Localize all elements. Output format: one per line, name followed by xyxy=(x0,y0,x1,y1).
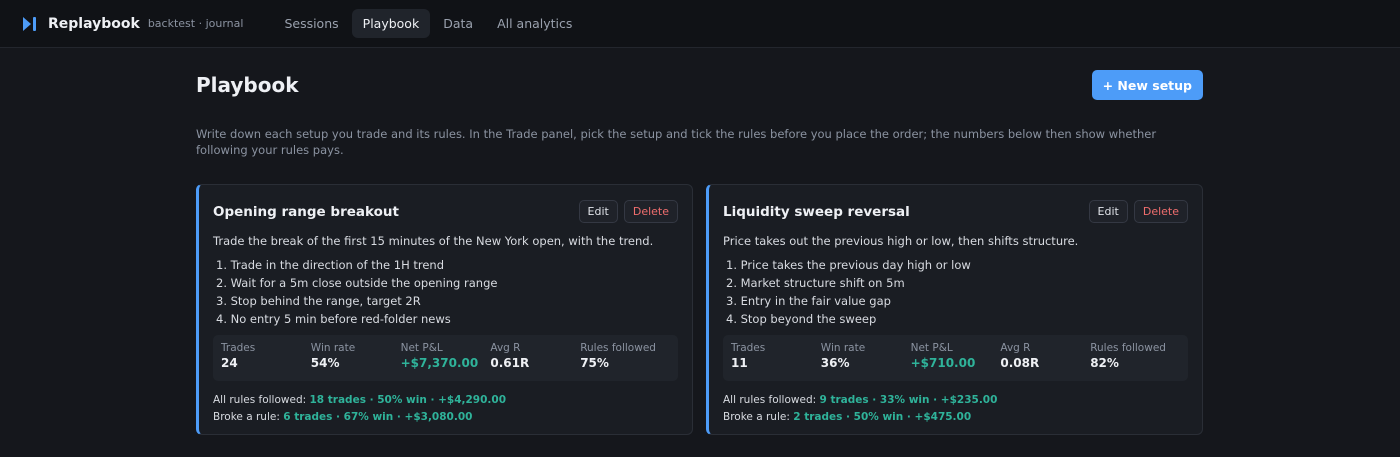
stat-avg-r: Avg R 0.08R xyxy=(1000,342,1090,381)
summary-value: 18 trades · 50% win · +$4,290.00 xyxy=(309,394,507,406)
app-subtitle: backtest · journal xyxy=(147,17,244,30)
stat-net-pnl: Net P&L +$710.00 xyxy=(911,342,1001,381)
broke-rule-summary: Broke a rule: 6 trades · 67% win · +$3,0… xyxy=(213,409,678,426)
app-name: Replaybook xyxy=(48,15,140,32)
stat-label: Trades xyxy=(731,342,766,354)
stat-label: Rules followed xyxy=(580,342,656,354)
setup-cards: Opening range breakout Edit Delete Trade… xyxy=(196,184,1204,435)
summary-label: All rules followed: xyxy=(213,394,307,406)
stat-value: 75% xyxy=(580,356,609,370)
new-setup-button[interactable]: + New setup xyxy=(1091,70,1203,100)
stats-panel: Trades 11 Win rate 36% Net P&L +$710.00 … xyxy=(723,335,1188,381)
brand[interactable]: Replaybook backtest · journal xyxy=(22,16,243,32)
setup-description: Trade the break of the first 15 minutes … xyxy=(213,234,654,248)
stat-label: Net P&L xyxy=(910,342,953,354)
card-actions: Edit Delete xyxy=(578,200,678,223)
nav-sessions[interactable]: Sessions xyxy=(284,16,339,31)
stat-value: 0.61R xyxy=(490,356,530,370)
stat-win-rate: Win rate 36% xyxy=(821,342,911,381)
stat-trades: Trades 11 xyxy=(731,342,821,381)
rule-item: 4. Stop beyond the sweep xyxy=(726,312,877,326)
main-nav: Sessions Playbook Data All analytics xyxy=(273,9,585,38)
stat-label: Avg R xyxy=(1000,342,1031,354)
rule-item: 2. Wait for a 5m close outside the openi… xyxy=(216,276,498,290)
stat-value: 24 xyxy=(221,356,238,370)
rule-item: 1. Price takes the previous day high or … xyxy=(726,258,971,272)
replay-logo-icon xyxy=(22,16,40,32)
delete-button[interactable]: Delete xyxy=(623,200,678,223)
stat-win-rate: Win rate 54% xyxy=(311,342,401,381)
all-rules-summary: All rules followed: 9 trades · 33% win ·… xyxy=(723,392,1188,409)
page-title: Playbook xyxy=(196,73,299,97)
rule-item: 1. Trade in the direction of the 1H tren… xyxy=(216,258,445,272)
rules-list: 1. Price takes the previous day high or … xyxy=(723,256,1188,328)
stat-label: Rules followed xyxy=(1090,342,1166,354)
rule-item: 4. No entry 5 min before red-folder news xyxy=(216,312,451,326)
card-header: Liquidity sweep reversal Edit Delete xyxy=(723,200,1188,223)
stat-value: 82% xyxy=(1090,356,1119,370)
stat-rules-followed: Rules followed 82% xyxy=(1090,342,1180,381)
broke-rule-summary: Broke a rule: 2 trades · 50% win · +$475… xyxy=(723,409,1188,426)
stat-value: 11 xyxy=(731,356,748,370)
setup-card: Opening range breakout Edit Delete Trade… xyxy=(196,184,693,435)
rule-item: 3. Stop behind the range, target 2R xyxy=(216,294,421,308)
stat-label: Win rate xyxy=(820,342,866,354)
card-actions: Edit Delete xyxy=(1088,200,1188,223)
stat-label: Avg R xyxy=(490,342,521,354)
summary-label: Broke a rule: xyxy=(213,411,280,423)
summary-value: 6 trades · 67% win · +$3,080.00 xyxy=(283,411,473,423)
stat-label: Trades xyxy=(221,342,256,354)
summary-label: Broke a rule: xyxy=(723,411,790,423)
top-bar: Replaybook backtest · journal Sessions P… xyxy=(0,0,1400,48)
summary-label: All rules followed: xyxy=(723,394,817,406)
main-content: Playbook + New setup Write down each set… xyxy=(196,48,1204,435)
stat-value: 36% xyxy=(820,356,850,370)
delete-button[interactable]: Delete xyxy=(1133,200,1188,223)
stat-rules-followed: Rules followed 75% xyxy=(580,342,670,381)
setup-description: Price takes out the previous high or low… xyxy=(723,234,1079,248)
nav-data[interactable]: Data xyxy=(443,16,474,31)
rule-item: 2. Market structure shift on 5m xyxy=(726,276,905,290)
edit-button[interactable]: Edit xyxy=(578,200,618,223)
stat-label: Net P&L xyxy=(400,342,443,354)
edit-button[interactable]: Edit xyxy=(1088,200,1128,223)
stat-net-pnl: Net P&L +$7,370.00 xyxy=(401,342,491,381)
nav-all-analytics[interactable]: All analytics xyxy=(497,16,573,31)
stat-value: 0.08R xyxy=(1000,356,1040,370)
nav-playbook[interactable]: Playbook xyxy=(351,9,431,38)
rules-summary: All rules followed: 18 trades · 50% win … xyxy=(213,392,678,426)
setup-title: Liquidity sweep reversal xyxy=(723,203,910,220)
page-header: Playbook + New setup xyxy=(196,70,1204,100)
all-rules-summary: All rules followed: 18 trades · 50% win … xyxy=(213,392,678,409)
setup-title: Opening range breakout xyxy=(213,203,399,220)
summary-value: 2 trades · 50% win · +$475.00 xyxy=(793,411,972,423)
stat-value: +$710.00 xyxy=(910,356,976,370)
summary-value: 9 trades · 33% win · +$235.00 xyxy=(819,394,998,406)
card-header: Opening range breakout Edit Delete xyxy=(213,200,678,223)
rules-list: 1. Trade in the direction of the 1H tren… xyxy=(213,256,678,328)
rules-summary: All rules followed: 9 trades · 33% win ·… xyxy=(723,392,1188,426)
stat-label: Win rate xyxy=(310,342,356,354)
rule-item: 3. Entry in the fair value gap xyxy=(726,294,891,308)
stats-panel: Trades 24 Win rate 54% Net P&L +$7,370.0… xyxy=(213,335,678,381)
stat-value: +$7,370.00 xyxy=(400,356,479,370)
stat-avg-r: Avg R 0.61R xyxy=(490,342,580,381)
stat-trades: Trades 24 xyxy=(221,342,311,381)
page-intro: Write down each setup you trade and its … xyxy=(196,127,1157,157)
setup-card: Liquidity sweep reversal Edit Delete Pri… xyxy=(706,184,1203,435)
stat-value: 54% xyxy=(310,356,340,370)
